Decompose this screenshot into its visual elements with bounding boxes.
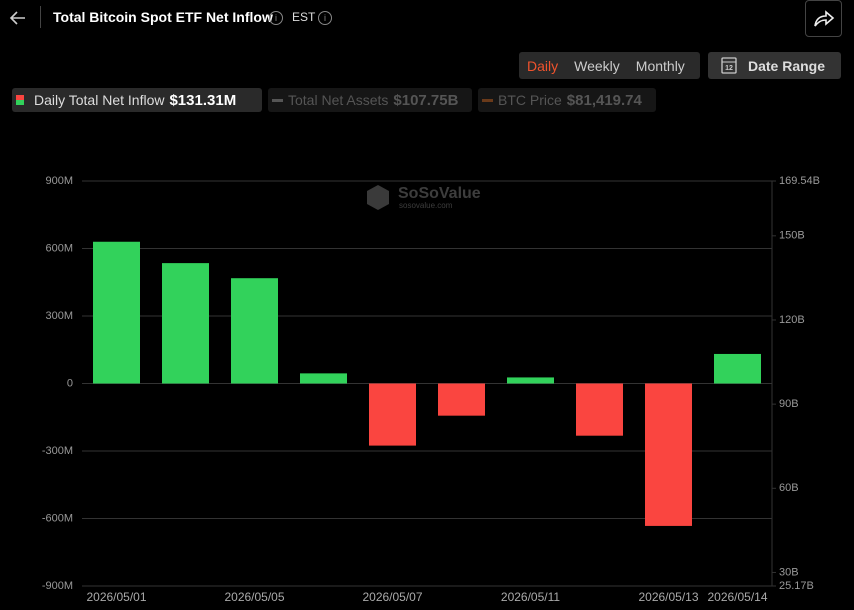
- bar: [576, 383, 623, 436]
- x-tick-label: 2026/05/14: [707, 590, 767, 604]
- calendar-icon: 12: [721, 57, 737, 74]
- info-icon[interactable]: i: [269, 11, 283, 25]
- bar: [162, 263, 209, 384]
- legend-label: Total Net Assets: [288, 92, 389, 108]
- date-range-label: Date Range: [748, 57, 826, 74]
- bar: [231, 278, 278, 384]
- y-tick-label: 600M: [45, 242, 73, 254]
- y-tick-label: -300M: [42, 445, 73, 457]
- bar: [714, 353, 761, 384]
- period-button[interactable]: Weekly: [574, 57, 620, 74]
- legend-label: BTC Price: [498, 92, 562, 108]
- x-tick-label: 2026/05/05: [224, 590, 284, 604]
- x-tick-label: 2026/05/13: [638, 590, 698, 604]
- separator: [40, 6, 41, 28]
- legend-item[interactable]: Daily Total Net Inflow $131.31M: [12, 88, 262, 112]
- y-tick-label: 300M: [45, 310, 73, 322]
- back-button[interactable]: [8, 8, 28, 28]
- share-button[interactable]: [805, 0, 842, 37]
- watermark-name: SoSoValue: [398, 185, 481, 202]
- timezone: EST: [292, 10, 316, 24]
- legend-value: $131.31M: [169, 91, 237, 109]
- y2-tick-label: 30B: [779, 566, 799, 578]
- date-range-button[interactable]: 12 Date Range: [708, 52, 841, 79]
- x-tick-label: 2026/05/07: [362, 590, 422, 604]
- bar: [438, 383, 485, 416]
- share-icon: [814, 10, 835, 27]
- y-tick-label: -900M: [42, 580, 73, 592]
- legend-item[interactable]: Total Net Assets $107.75B: [268, 88, 472, 112]
- x-tick-label: 2026/05/11: [501, 590, 560, 604]
- y2-tick-label: 25.17B: [779, 580, 814, 592]
- watermark: SoSoValue sosovalue.com: [367, 185, 481, 210]
- legend-value: $107.75B: [393, 91, 459, 109]
- y2-tick-label: 90B: [779, 398, 799, 410]
- bar: [93, 241, 140, 384]
- bar: [300, 373, 347, 384]
- legend-item[interactable]: BTC Price $81,419.74: [478, 88, 656, 112]
- period-button[interactable]: Monthly: [635, 57, 685, 74]
- bar: [369, 383, 416, 446]
- svg-text:12: 12: [725, 65, 733, 72]
- info-icon[interactable]: i: [318, 11, 332, 25]
- watermark-site: sosovalue.com: [399, 201, 453, 210]
- bar: [645, 383, 692, 526]
- bar: [507, 377, 554, 384]
- legend-value: $81,419.74: [566, 91, 642, 109]
- y2-tick-label: 169.54B: [779, 175, 820, 187]
- legend-icon: [272, 99, 283, 102]
- x-tick-label: 2026/05/01: [86, 590, 146, 604]
- y2-tick-label: 120B: [779, 314, 805, 326]
- y2-tick-label: 60B: [779, 482, 799, 494]
- y-tick-label: -600M: [42, 512, 73, 524]
- legend-icon: [16, 95, 24, 105]
- y-tick-label: 0: [67, 377, 73, 389]
- legend-label: Daily Total Net Inflow: [34, 92, 165, 108]
- y-tick-label: 900M: [45, 175, 73, 187]
- period-button[interactable]: Daily: [527, 57, 559, 74]
- legend-icon: [482, 99, 493, 102]
- period-selector: Daily Weekly Monthly: [519, 52, 700, 79]
- y2-tick-label: 150B: [779, 230, 805, 242]
- page-title: Total Bitcoin Spot ETF Net Inflow: [53, 9, 273, 25]
